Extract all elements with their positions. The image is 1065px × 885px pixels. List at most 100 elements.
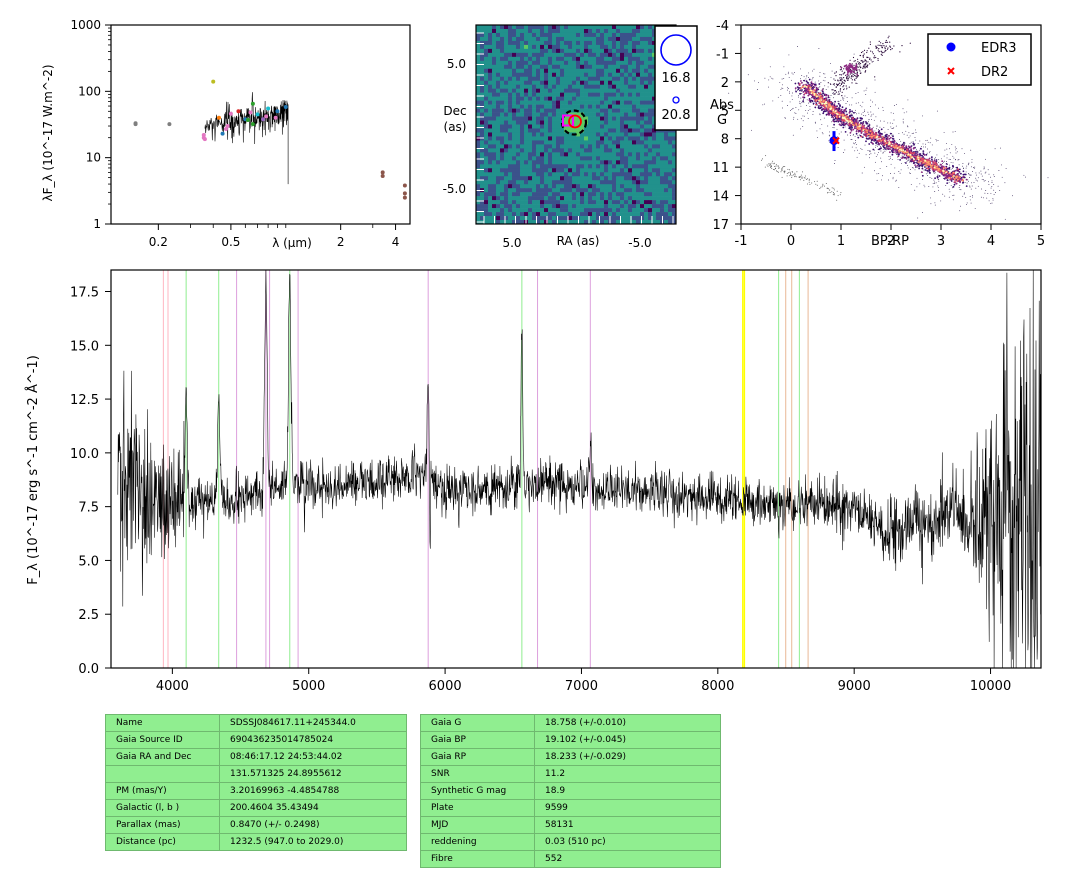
cutout-pixel [616, 152, 621, 157]
cutout-pixel [580, 92, 585, 97]
cutout-pixel [648, 104, 653, 109]
hr-background-star [923, 184, 925, 186]
cutout-pixel [500, 124, 505, 129]
cutout-pixel [612, 160, 617, 165]
cutout-pixel [636, 184, 641, 189]
cutout-pixel [660, 196, 665, 201]
cutout-pixel [652, 212, 657, 217]
cutout-pixel [648, 200, 653, 205]
hr-background-star [894, 167, 896, 169]
hr-background-star [825, 89, 827, 90]
cutout-pixel [652, 120, 657, 125]
cutout-pixel [504, 76, 509, 82]
hr-giant-star [869, 41, 871, 43]
hr-wd-star [775, 168, 777, 170]
cutout-pixel [536, 120, 541, 125]
cutout-pixel [588, 60, 593, 66]
cutout-pixel [652, 60, 657, 66]
cutout-pixel [500, 116, 505, 121]
cutout-pixel [596, 188, 601, 193]
cutout-pixel [540, 160, 545, 165]
cutout-pixel [668, 208, 673, 213]
cutout-pixel [604, 104, 609, 109]
sed-point [248, 110, 253, 115]
cutout-pixel [492, 116, 497, 121]
cutout-pixel [616, 180, 621, 185]
cutout-pixel [616, 96, 621, 101]
cutout-pixel [512, 92, 517, 97]
cutout-pixel [524, 100, 529, 105]
hr-wd-star [778, 165, 780, 167]
cutout-pixel [596, 128, 601, 133]
cutout-pixel [516, 160, 521, 165]
cutout-pixel [532, 72, 537, 78]
cutout-pixel [572, 32, 577, 38]
cutout-pixel [604, 116, 609, 121]
cutout-pixel [540, 180, 545, 185]
hr-wd-star [809, 183, 811, 185]
cutout-pixel [520, 220, 525, 225]
sed-point [250, 101, 255, 106]
cutout-pixel [636, 204, 641, 209]
cutout-pixel [484, 208, 489, 213]
hr-background-star [885, 149, 887, 151]
cutout-pixel [612, 136, 617, 141]
cutout-pixel [512, 148, 517, 153]
cutout-pixel [564, 148, 569, 153]
cutout-pixel [480, 208, 485, 213]
hr-dense-star [919, 153, 922, 155]
hr-background-star [916, 177, 918, 179]
cutout-pixel [644, 172, 649, 177]
cutout-pixel [600, 136, 605, 141]
cutout-pixel [600, 60, 605, 66]
cutout-pixel [564, 25, 569, 30]
cutout-pixel [568, 40, 573, 46]
cutout-pixel [596, 200, 601, 205]
cutout-pixel [576, 156, 581, 161]
hr-background-star [830, 95, 832, 96]
cutout-pixel [620, 108, 625, 113]
cutout-pixel [512, 64, 517, 70]
cutout-pixel [536, 40, 541, 46]
cutout-pixel [496, 25, 501, 30]
hr-giant-star [862, 65, 865, 67]
hr-dense-star [927, 170, 929, 173]
cutout-pixel [652, 116, 657, 121]
cutout-pixel [516, 140, 521, 145]
cutout-pixel [628, 208, 633, 213]
cutout-pixel [476, 44, 481, 50]
cutout-pixel [528, 112, 533, 117]
cutout-pixel [552, 48, 557, 54]
cutout-pixel [592, 88, 597, 93]
cutout-pixel [556, 72, 561, 78]
hr-background-star [780, 95, 782, 97]
cutout-pixel [484, 25, 489, 30]
cutout-pixel [548, 164, 553, 169]
hr-background-star [902, 118, 904, 120]
cutout-pixel [532, 96, 537, 101]
cutout-pixel [536, 96, 541, 101]
cutout-pixel [648, 192, 653, 197]
cutout-pixel [616, 184, 621, 189]
cutout-pixel [492, 112, 497, 117]
hr-background-star [867, 150, 869, 151]
cutout-pixel [548, 44, 553, 50]
hr-background-star [915, 139, 917, 141]
hr-background-star [952, 162, 954, 164]
cutout-pixel [564, 60, 569, 66]
cutout-pixel [596, 72, 601, 78]
cutout-pixel [528, 164, 533, 169]
hr-wd-star [795, 176, 797, 178]
hr-background-star [986, 197, 988, 199]
cutout-pixel [500, 80, 505, 85]
cutout-pixel [596, 44, 601, 50]
hr-background-star [796, 90, 798, 91]
hr-giant-star [846, 76, 848, 78]
hr-dense-star [814, 84, 817, 87]
hr-dense-star [912, 142, 915, 145]
hr-giant-star [859, 65, 861, 67]
cutout-pixel [640, 212, 645, 217]
hr-background-star [847, 101, 848, 102]
hr-background-star [828, 140, 830, 142]
cutout-pixel [504, 52, 509, 58]
